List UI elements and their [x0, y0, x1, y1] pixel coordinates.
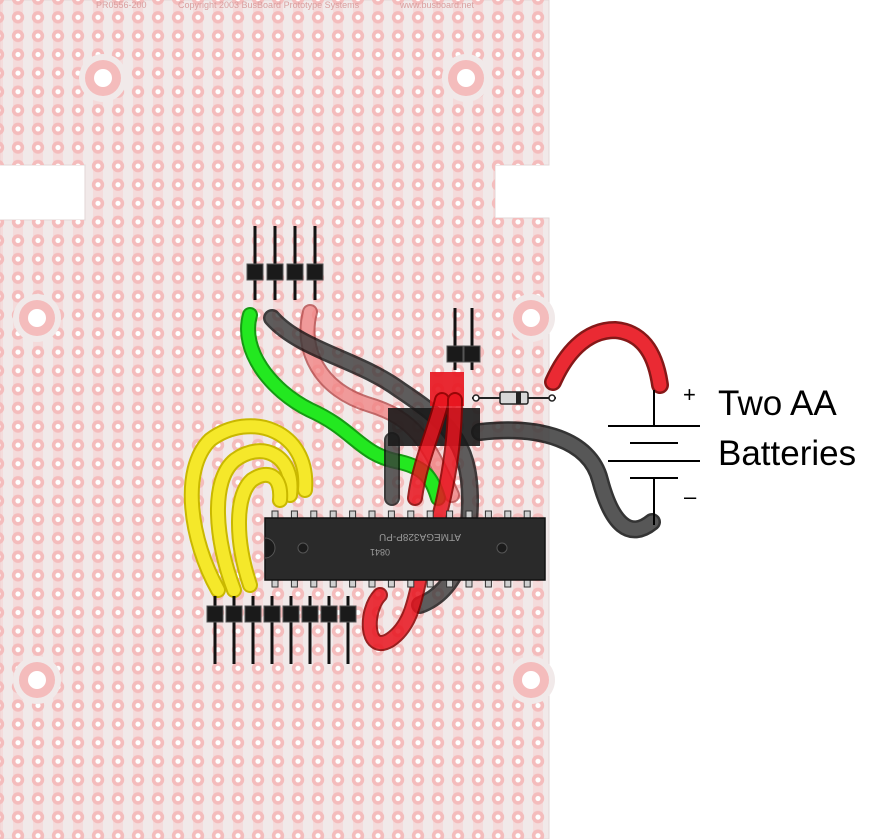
board-copyright: Copyright 2003 BusBoard Prototype System… [178, 0, 360, 10]
header-4pin-pin-housing [246, 263, 264, 281]
header-4pin-pin-housing [286, 263, 304, 281]
header-4pin [246, 226, 324, 300]
battery-label-line2: Batteries [718, 434, 857, 473]
header-2pin-pin-housing [446, 345, 464, 363]
header-4pin-pin-housing [266, 263, 284, 281]
chip-label: ATMEGA328P-PU [379, 531, 461, 542]
header-8pin [206, 596, 357, 664]
header-4pin-pin-housing [306, 263, 324, 281]
header-8pin-pin-housing [282, 605, 300, 623]
header-2pin-pin-housing [463, 345, 481, 363]
mounting-hole [507, 656, 555, 704]
battery-plus-sign: + [683, 382, 696, 407]
battery-symbol [608, 390, 700, 525]
mounting-hole [13, 656, 61, 704]
mounting-hole [13, 294, 61, 342]
battery-positive-wire [544, 320, 669, 394]
chip-date-code: 0841 [370, 547, 390, 557]
battery-minus-sign: – [684, 484, 697, 509]
mounting-hole [507, 294, 555, 342]
mounting-hole [442, 54, 490, 102]
header-8pin-pin-housing [225, 605, 243, 623]
header-8pin-pin-housing [301, 605, 319, 623]
microcontroller-chip: ATMEGA328P-PU 0841 [264, 510, 546, 588]
battery-negative-wire [471, 421, 661, 539]
battery-label-line1: Two AA [718, 384, 837, 423]
prototype-board [0, 0, 555, 839]
diode [472, 391, 556, 405]
header-8pin-pin-housing [244, 605, 262, 623]
header-8pin-pin-housing [263, 605, 281, 623]
header-8pin-pin-housing [339, 605, 357, 623]
header-8pin-pin-housing [320, 605, 338, 623]
header-2pin [446, 308, 481, 370]
header-8pin-pin-housing [206, 605, 224, 623]
mounting-hole [79, 54, 127, 102]
board-url: www.busboard.net [400, 0, 475, 10]
red-wire [361, 392, 463, 651]
board-part-number: PR0556-200 [96, 0, 147, 10]
yellow-wires [183, 418, 314, 598]
